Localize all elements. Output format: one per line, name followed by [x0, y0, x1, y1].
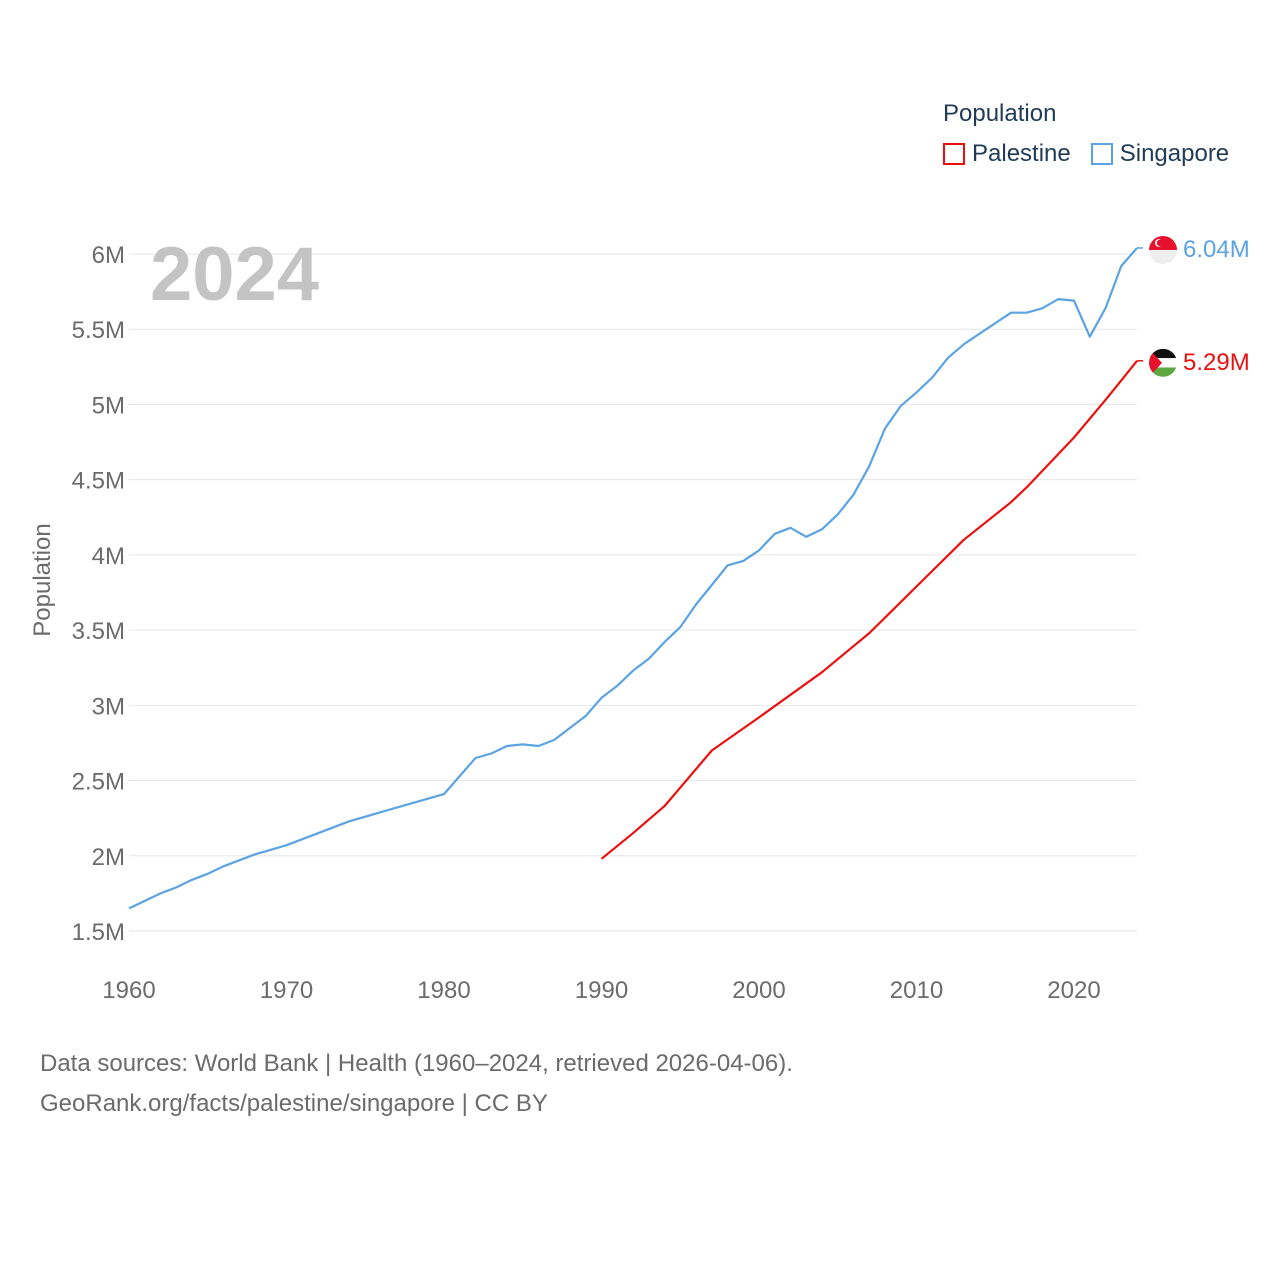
legend-swatch-singapore: [1090, 143, 1113, 165]
legend-title: Population: [943, 100, 1057, 127]
end-value-label-palestine: 5.29M: [1183, 349, 1250, 376]
y-tick-label: 5M: [92, 392, 125, 419]
y-tick-label: 3.5M: [72, 618, 125, 645]
footer: Data sources: World Bank | Health (1960–…: [40, 1044, 793, 1124]
legend-item-singapore[interactable]: Singapore: [1090, 140, 1230, 168]
year-label: 2024: [150, 232, 319, 317]
grid-lines: [129, 253, 1137, 932]
x-axis-ticks: 1960 1970 1980 1990 2000 2010 2020: [102, 977, 1100, 1004]
legend-item-palestine[interactable]: Palestine: [943, 140, 1071, 168]
footer-link[interactable]: GeoRank.org/facts/palestine/singapore | …: [40, 1090, 548, 1117]
end-labels-layer: 5.29M 6.04M: [1137, 236, 1250, 377]
singapore-flag-icon: [1149, 235, 1177, 264]
series-layer: [128, 247, 1138, 910]
x-tick-label: 2010: [890, 977, 943, 1004]
y-tick-label: 2.5M: [72, 769, 125, 796]
legend-label-singapore: Singapore: [1119, 140, 1230, 167]
x-tick-label: 1980: [417, 977, 470, 1004]
end-value-label-singapore: 6.04M: [1183, 236, 1250, 263]
series-line-singapore: [128, 247, 1138, 910]
legend-label-palestine: Palestine: [972, 140, 1071, 167]
legend-swatch-palestine: [943, 143, 965, 165]
x-tick-label: 1960: [102, 977, 155, 1004]
y-axis-ticks: 1.5M 2M 2.5M 3M 3.5M 4M 4.5M 5M 5.5M 6M: [72, 242, 125, 946]
footer-sources: Data sources: World Bank | Health (1960–…: [40, 1050, 793, 1077]
y-tick-label: 5.5M: [72, 317, 125, 344]
y-axis-label: Population: [29, 523, 56, 636]
y-tick-label: 1.5M: [72, 919, 125, 946]
x-tick-label: 2000: [732, 977, 785, 1004]
y-tick-label: 4.5M: [72, 468, 125, 495]
x-tick-label: 2020: [1047, 977, 1100, 1004]
y-tick-label: 4M: [92, 543, 125, 570]
y-tick-label: 2M: [92, 844, 125, 871]
y-tick-label: 6M: [92, 242, 125, 269]
y-tick-label: 3M: [92, 693, 125, 720]
x-tick-label: 1970: [260, 977, 313, 1004]
x-tick-label: 1990: [575, 977, 628, 1004]
legend: Population Palestine Singapore: [943, 100, 1229, 168]
palestine-flag-icon: [1149, 348, 1177, 377]
series-line-palestine: [600, 360, 1138, 860]
